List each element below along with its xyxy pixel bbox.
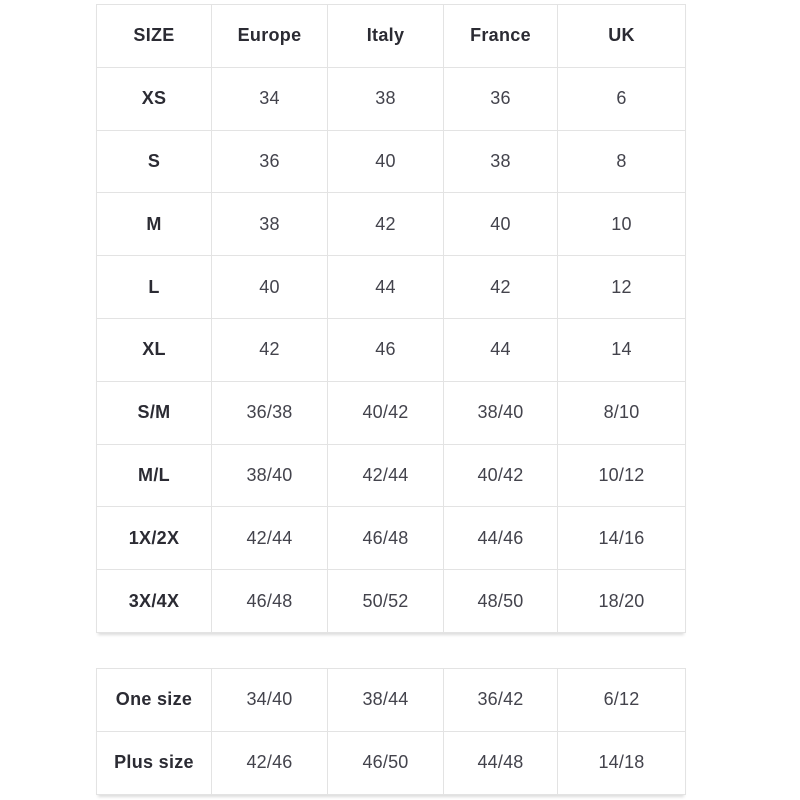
value-cell: 14/18 <box>557 730 686 795</box>
value-cell: 6/12 <box>557 668 686 732</box>
value-cell: 36/42 <box>443 668 558 732</box>
value-cell: 44 <box>443 317 558 382</box>
value-cell: 8/10 <box>557 380 686 445</box>
size-label-cell: S/M <box>96 380 212 445</box>
value-cell: 46/48 <box>211 569 328 633</box>
value-cell: 40/42 <box>327 380 444 445</box>
value-cell: 8 <box>557 129 686 194</box>
value-cell: 40 <box>211 255 328 319</box>
size-label-cell: One size <box>96 668 212 732</box>
size-label-cell: L <box>96 255 212 319</box>
value-cell: 38/40 <box>443 380 558 445</box>
table-row-s: S 36 40 38 8 <box>96 129 686 194</box>
value-cell: 42/44 <box>211 506 328 571</box>
value-cell: 42 <box>327 192 444 257</box>
value-cell: 36 <box>211 129 328 194</box>
value-cell: 14/16 <box>557 506 686 571</box>
value-cell: 40 <box>443 192 558 257</box>
table-row-xl: XL 42 46 44 14 <box>96 317 686 382</box>
value-cell: 12 <box>557 255 686 319</box>
value-cell: 18/20 <box>557 569 686 633</box>
value-cell: 42/46 <box>211 730 328 795</box>
value-cell: 40/42 <box>443 443 558 508</box>
value-cell: 44/48 <box>443 730 558 795</box>
value-cell: 44/46 <box>443 506 558 571</box>
table-row-l: L 40 44 42 12 <box>96 255 686 319</box>
value-cell: 10/12 <box>557 443 686 508</box>
table-row-sm: S/M 36/38 40/42 38/40 8/10 <box>96 380 686 445</box>
header-cell-size: SIZE <box>96 4 212 68</box>
value-cell: 46/48 <box>327 506 444 571</box>
value-cell: 36/38 <box>211 380 328 445</box>
value-cell: 48/50 <box>443 569 558 633</box>
size-label-cell: 1X/2X <box>96 506 212 571</box>
header-cell-uk: UK <box>557 4 686 68</box>
value-cell: 38 <box>211 192 328 257</box>
table-row-xs: XS 34 38 36 6 <box>96 66 686 131</box>
value-cell: 38/44 <box>327 668 444 732</box>
size-label-cell: 3X/4X <box>96 569 212 633</box>
size-label-cell: Plus size <box>96 730 212 795</box>
size-label-cell: M/L <box>96 443 212 508</box>
value-cell: 50/52 <box>327 569 444 633</box>
value-cell: 38 <box>443 129 558 194</box>
size-label-cell: M <box>96 192 212 257</box>
value-cell: 34/40 <box>211 668 328 732</box>
value-cell: 36 <box>443 66 558 131</box>
value-cell: 46 <box>327 317 444 382</box>
table-header-row: SIZE Europe Italy France UK <box>96 4 686 68</box>
value-cell: 44 <box>327 255 444 319</box>
size-label-cell: S <box>96 129 212 194</box>
value-cell: 6 <box>557 66 686 131</box>
header-cell-italy: Italy <box>327 4 444 68</box>
table-row-one-size: One size 34/40 38/44 36/42 6/12 <box>96 668 686 732</box>
value-cell: 40 <box>327 129 444 194</box>
table-row-plus-size: Plus size 42/46 46/50 44/48 14/18 <box>96 730 686 795</box>
value-cell: 42 <box>211 317 328 382</box>
value-cell: 42/44 <box>327 443 444 508</box>
table-row-3x4x: 3X/4X 46/48 50/52 48/50 18/20 <box>96 569 686 633</box>
value-cell: 38/40 <box>211 443 328 508</box>
table-row-m: M 38 42 40 10 <box>96 192 686 257</box>
size-label-cell: XL <box>96 317 212 382</box>
value-cell: 34 <box>211 66 328 131</box>
value-cell: 14 <box>557 317 686 382</box>
special-sizes-table: One size 34/40 38/44 36/42 6/12 Plus siz… <box>96 668 686 795</box>
header-cell-europe: Europe <box>211 4 328 68</box>
size-label-cell: XS <box>96 66 212 131</box>
header-cell-france: France <box>443 4 558 68</box>
value-cell: 10 <box>557 192 686 257</box>
standard-sizes-table: SIZE Europe Italy France UK XS 34 38 36 … <box>96 4 686 633</box>
value-cell: 38 <box>327 66 444 131</box>
table-row-ml: M/L 38/40 42/44 40/42 10/12 <box>96 443 686 508</box>
value-cell: 42 <box>443 255 558 319</box>
value-cell: 46/50 <box>327 730 444 795</box>
table-row-1x2x: 1X/2X 42/44 46/48 44/46 14/16 <box>96 506 686 571</box>
